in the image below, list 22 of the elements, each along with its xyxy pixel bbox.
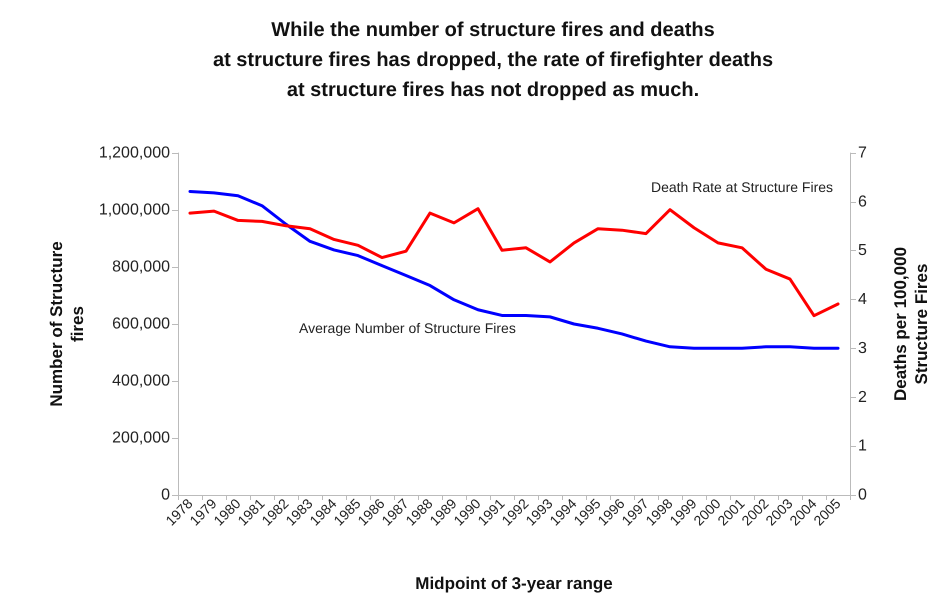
y-tick-label: 1,200,000: [98, 144, 170, 162]
line-series: [188, 207, 840, 318]
y2-axis-title: Deaths per 100,000 Structure Fires: [891, 246, 931, 402]
y-tick-label: 800,000: [112, 258, 170, 276]
series-label: Average Number of Structure Fires: [299, 320, 516, 336]
y2-tick-label: 6: [858, 193, 867, 210]
y2-tick-label: 1: [858, 438, 867, 455]
y-tick-label: 400,000: [112, 372, 170, 390]
chart-title: While the number of structure fires and deaths at structure fires has dropped, the rate of firefighter deaths at structure fires has not dropped as much.: [212, 19, 774, 101]
y2-tick-label: 7: [858, 144, 867, 162]
y-tick-label: 0: [161, 486, 170, 504]
y-tick-label: 200,000: [112, 430, 170, 446]
y-tick-label: 600,000: [112, 316, 170, 332]
y2-tick-label: 5: [858, 242, 867, 260]
y2-tick-label: 0: [858, 486, 867, 504]
x-axis-title: Midpoint of 3-year range: [415, 574, 613, 593]
y-axis-title: Number of Structure fires: [46, 241, 87, 407]
y2-tick-label: 2: [858, 388, 867, 406]
y2-tick-label: 3: [858, 340, 867, 357]
y2-tick-label: 4: [858, 291, 867, 308]
series-label: Death Rate at Structure Fires: [650, 179, 834, 196]
y-tick-label: 1,000,000: [98, 202, 170, 218]
